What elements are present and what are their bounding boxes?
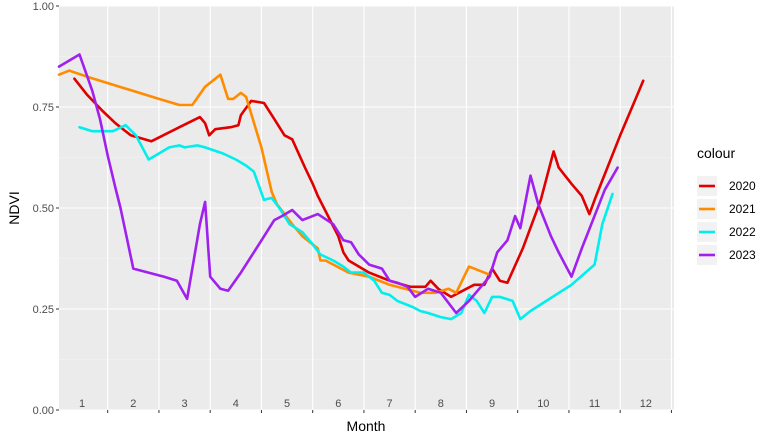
x-category-label: 11: [589, 398, 600, 410]
x-category-label: 7: [387, 398, 393, 410]
series-line-2020: [73, 77, 645, 299]
series-layer: [57, 53, 645, 321]
series-line-2022: [78, 123, 614, 321]
x-category-label: 10: [537, 398, 549, 410]
y-tick-label: 0.00: [33, 405, 54, 417]
series-line-2023: [57, 53, 619, 315]
x-category-label: 4: [233, 398, 239, 410]
y-axis-title: NDVI: [6, 191, 22, 224]
x-category-label: 6: [335, 398, 341, 410]
legend-label-2020: 2020: [729, 179, 756, 193]
x-category-label: 2: [130, 398, 136, 410]
y-tick-label: 0.75: [33, 102, 54, 114]
legend-label-2022: 2022: [729, 225, 756, 239]
x-axis-category-labels: 1 2 3 4 5 6 7 8 9 10 11 12: [79, 398, 652, 410]
x-category-label: 9: [489, 398, 495, 410]
grid-minor: [59, 56, 674, 360]
grid-major: [59, 5, 674, 411]
y-axis: 0.00 0.25 0.50 0.75 1.00: [33, 1, 672, 417]
x-category-label: 1: [79, 398, 85, 410]
x-category-label: 12: [640, 398, 652, 410]
x-category-label: 8: [438, 398, 444, 410]
x-category-label: 5: [284, 398, 290, 410]
y-tick-label: 0.50: [33, 203, 54, 215]
y-tick-label: 0.25: [33, 304, 54, 316]
legend-title: colour: [697, 145, 735, 161]
legend: colour 2020 2021 2022 2023: [697, 145, 756, 265]
y-tick-label: 1.00: [33, 1, 54, 13]
legend-label-2021: 2021: [729, 202, 756, 216]
x-category-label: 3: [182, 398, 188, 410]
x-axis-title: Month: [347, 418, 386, 434]
series-line-2021: [57, 69, 491, 295]
legend-label-2023: 2023: [729, 248, 756, 262]
